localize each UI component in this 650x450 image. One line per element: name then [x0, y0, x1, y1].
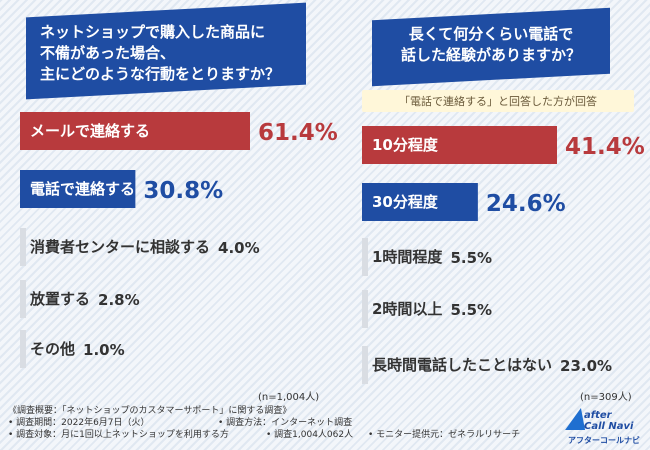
- value-label-1-0: 41.4%: [565, 134, 645, 160]
- bar-0-4: [20, 330, 26, 368]
- value-label-0-1: 30.8%: [143, 178, 223, 204]
- after-call-navi-logo: after Call Navi アフターコールナビ: [565, 408, 644, 446]
- value-label-0-2: 4.0%: [218, 239, 260, 257]
- category-label-1-0: 10分程度: [372, 136, 439, 154]
- logo-line1: after: [584, 410, 612, 421]
- value-label-1-1: 24.6%: [486, 191, 566, 217]
- bar-1-2: [362, 238, 368, 276]
- category-label-1-2: 1時間程度: [372, 248, 443, 266]
- value-label-1-3: 5.5%: [450, 301, 492, 319]
- value-label-1-4: 23.0%: [560, 357, 612, 375]
- footer-line: 《調査概要：「ネットショップのカスタマーサポート」に関する調査》: [8, 406, 292, 416]
- footer-line: • 調査対象：月に1回以上ネットショップを利用する方: [8, 430, 229, 440]
- bar-0-1: [20, 170, 136, 208]
- category-label-1-1: 30分程度: [372, 193, 439, 211]
- bar-1-0: [362, 126, 557, 164]
- value-label-0-0: 61.4%: [258, 120, 338, 146]
- value-label-1-2: 5.5%: [450, 249, 492, 267]
- logo-text: after Call Navi: [584, 410, 634, 432]
- n-label-right: (n=309人): [580, 392, 632, 403]
- category-label-1-3: 2時間以上: [372, 300, 442, 318]
- category-label-0-4: その他: [30, 340, 75, 358]
- category-label-0-0: メールで連絡する: [30, 122, 150, 140]
- chart-right-subtitle: 「電話で連絡する」と回答した方が回答: [362, 90, 634, 112]
- bar-1-3: [362, 290, 368, 328]
- value-label-0-4: 1.0%: [83, 341, 125, 359]
- logo-subtext: アフターコールナビ: [568, 436, 640, 445]
- n-label-left: (n=1,004人): [258, 392, 320, 403]
- category-label-0-1: 電話で連絡する: [30, 180, 135, 198]
- bar-0-2: [20, 228, 26, 266]
- bar-0-3: [20, 280, 26, 318]
- bar-0-0: [20, 112, 250, 150]
- footer-provider: • モニター提供元：ゼネラルリサーチ: [368, 430, 521, 440]
- bar-1-4: [362, 346, 368, 384]
- footer-method: • 調査方法：インターネット調査: [218, 418, 353, 428]
- footer-people: • 調査1,004人062人: [266, 430, 354, 440]
- category-label-0-2: 消費者センターに相談する: [30, 238, 210, 256]
- category-label-0-3: 放置する: [29, 290, 90, 308]
- survey-footer: 《調査概要：「ネットショップのカスタマーサポート」に関する調査》 • 調査期間：…: [8, 405, 520, 441]
- logo-line2: Call Navi: [584, 421, 634, 432]
- footer-line: • 調査期間：2022年6月7日（火）: [8, 418, 150, 428]
- category-label-1-4: 長時間電話したことはない: [372, 356, 552, 374]
- bar-1-1: [362, 183, 478, 221]
- value-label-0-3: 2.8%: [98, 291, 140, 309]
